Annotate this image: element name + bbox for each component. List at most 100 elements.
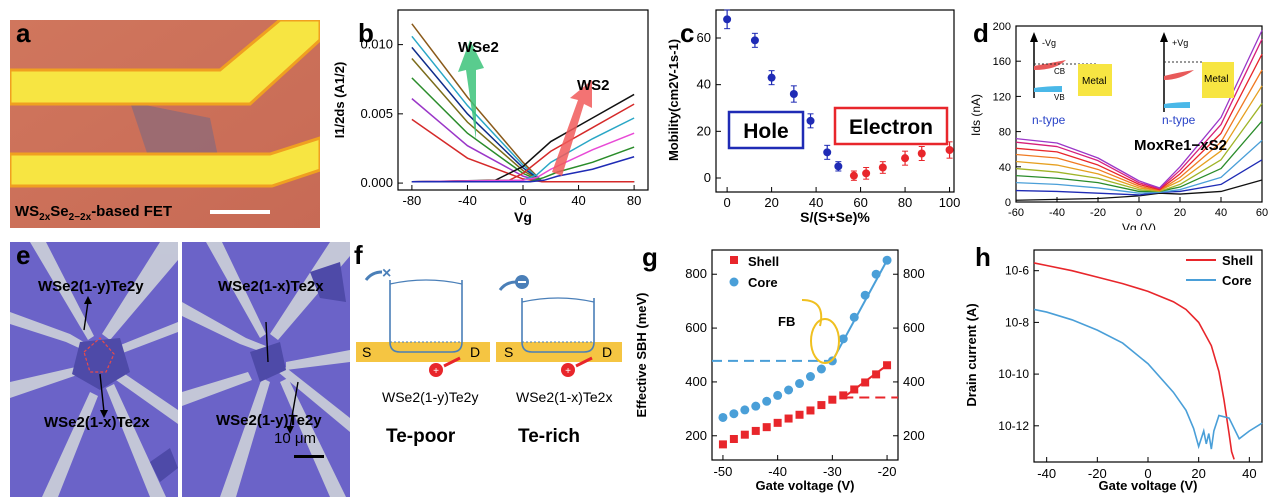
panel-d: -Vg CB VB Metal n-type +Vg Metal n-type … <box>966 0 1269 235</box>
scale-bar <box>294 455 324 458</box>
panel-b-xlabel: Vg <box>514 209 532 225</box>
panel-g: -50 -40 -30 -20 200 200 400 400 600 600 800 800 FB … <box>630 240 960 497</box>
panel-g-point-shell <box>784 414 793 423</box>
panel-f-schematic: × + + S D S D WSe2(1-y)Te2y WSe2(1-x)Te2… <box>356 265 622 447</box>
panel-g-ytick-right-label: 200 <box>903 428 925 443</box>
panel-d-xlabel: Vg (V) <box>1122 221 1156 230</box>
panel-b-xtick-label: -40 <box>458 193 477 208</box>
panel-g-point-shell <box>729 435 738 443</box>
panel-g-xtick-label: -40 <box>768 464 787 479</box>
panel-label-b: b <box>358 18 374 48</box>
panel-a-caption: WS2xSe2−2x-based FET <box>15 203 173 223</box>
panel-g-point-core <box>838 334 848 344</box>
panel-h-ytick-label: 10-10 <box>998 367 1029 381</box>
panel-d-curve-3 <box>1015 120 1263 193</box>
panel-g-ytick-right-label: 800 <box>903 266 925 281</box>
legend-shell-h: Shell <box>1222 253 1253 268</box>
legend-core-marker <box>729 277 739 287</box>
panel-g-ytick-left-label: 400 <box>685 374 707 389</box>
panel-g-point-core <box>816 364 826 374</box>
panel-d-chart: -Vg CB VB Metal n-type +Vg Metal n-type … <box>969 21 1268 235</box>
panel-d-curve-2 <box>1015 139 1263 194</box>
legend-core: Core <box>748 275 778 290</box>
panel-c-point-electron <box>862 169 871 178</box>
fb-label: FB <box>778 314 795 329</box>
panel-g-point-shell <box>839 391 848 400</box>
panel-label-d: d <box>973 18 989 48</box>
inset-left-vb: VB <box>1054 93 1065 102</box>
arrow-up-icon <box>1030 32 1038 42</box>
panel-b-chart: WSe2 WS2 -80 -40 0 40 80 0.000 0.005 0.010 Vg I… <box>332 9 649 225</box>
panel-d-curve-6 <box>1015 69 1263 192</box>
panel-b-curve-10 <box>411 132 635 183</box>
panel-h-curve-core <box>1033 308 1263 450</box>
panel-c-point-electron <box>849 171 858 180</box>
panel-b-ytick-label: 0.010 <box>360 37 393 52</box>
panel-e-left-bottom: WSe2(1-x)Te2x <box>44 414 150 431</box>
panel-d-curve-8 <box>1015 38 1263 190</box>
panel-g-point-shell <box>828 395 837 404</box>
panel-g-point-shell <box>872 370 881 379</box>
inset-left-metal: Metal <box>1082 76 1106 87</box>
right-formula: WSe2(1-x)Te2x <box>516 389 612 405</box>
te-rich-title: Te-rich <box>518 426 580 447</box>
panel-c: Hole Electron 0 20 40 60 80 100 0 20 40 60 S/(S+S… <box>666 0 966 230</box>
panel-e-micrographs <box>10 242 350 497</box>
panel-d-xtick-label: -60 <box>1008 207 1024 219</box>
panel-g-point-shell <box>740 430 749 439</box>
panel-b-xtick-label: 0 <box>519 193 526 208</box>
panel-c-xtick-label: 0 <box>724 195 731 210</box>
ws2-arrow-icon <box>552 80 592 176</box>
panel-g-point-core <box>729 409 739 419</box>
right-drain-label: D <box>602 344 612 360</box>
panel-label-c: c <box>680 18 695 48</box>
panel-g-xtick-label: -50 <box>714 464 733 479</box>
panel-h: -40 -20 0 20 40 10-12 10-10 10-8 10-6 Shell Core… <box>960 240 1269 497</box>
panel-g-point-core <box>871 269 881 279</box>
panel-b-xtick-label: 40 <box>571 193 585 208</box>
left-formula: WSe2(1-y)Te2y <box>382 389 478 405</box>
panel-c-ytick-label: 0 <box>704 170 711 185</box>
panel-c-xtick-label: 60 <box>853 195 867 210</box>
hole-plus-icon <box>429 363 443 377</box>
panel-g-point-core <box>773 390 783 400</box>
panel-h-xtick-label: -40 <box>1037 466 1056 481</box>
panel-c-frame <box>715 9 955 193</box>
panel-g-point-shell <box>751 426 760 435</box>
panel-c-xtick-label: 40 <box>809 195 823 210</box>
vb-band-icon <box>1034 86 1062 92</box>
panel-g-ytick-left-label: 600 <box>685 320 707 335</box>
panel-g-point-core <box>795 379 805 389</box>
panel-e: WSe2(1-y)Te2y WSe2(1-x)Te2x WSe2(1-x)Te2… <box>10 242 350 498</box>
panel-g-ylabel: Effective SBH (meV) <box>634 293 649 418</box>
panel-c-chart: Hole Electron 0 20 40 60 80 100 0 20 40 60 S/(S+S… <box>666 9 960 225</box>
panel-g-point-shell <box>850 385 859 394</box>
panel-d-xtick-label: 20 <box>1174 207 1186 219</box>
panel-g-frame <box>711 249 899 461</box>
panel-h-xtick-label: 40 <box>1242 466 1256 481</box>
panel-a: WS2xSe2−2x-based FET <box>8 18 322 228</box>
flake-left <box>72 338 130 390</box>
metal-block-right <box>1202 62 1234 98</box>
panel-b-ytick-label: 0.005 <box>360 106 393 121</box>
electron-label: Electron <box>849 116 933 139</box>
panel-f: × + + S D S D WSe2(1-y)Te2y WSe2(1-x)Te2… <box>352 242 624 492</box>
panel-h-curve-shell <box>1033 262 1235 460</box>
panel-c-point-electron <box>945 146 954 154</box>
panel-c-point-electron <box>917 149 926 158</box>
panel-b: WSe2 WS2 -80 -40 0 40 80 0.000 0.005 0.010 Vg I… <box>330 0 660 230</box>
svg-text:+: + <box>433 366 439 377</box>
right-source-label: S <box>504 344 513 360</box>
panel-g-point-shell <box>883 361 892 370</box>
panel-label-e: e <box>16 240 31 270</box>
panel-h-xlabel: Gate voltage (V) <box>1099 478 1198 493</box>
panel-label-f: f <box>354 240 363 270</box>
inset-negative-vg: -Vg CB VB Metal n-type <box>1030 32 1112 127</box>
hole-plus-icon-2 <box>561 363 575 377</box>
panel-d-ytick-label: 0 <box>1005 197 1011 209</box>
inset-right-metal: Metal <box>1204 74 1228 85</box>
panel-h-ytick-label: 10-8 <box>1005 315 1029 329</box>
panel-b-curve-6 <box>411 118 635 183</box>
panel-d-xtick-label: 60 <box>1256 207 1268 219</box>
